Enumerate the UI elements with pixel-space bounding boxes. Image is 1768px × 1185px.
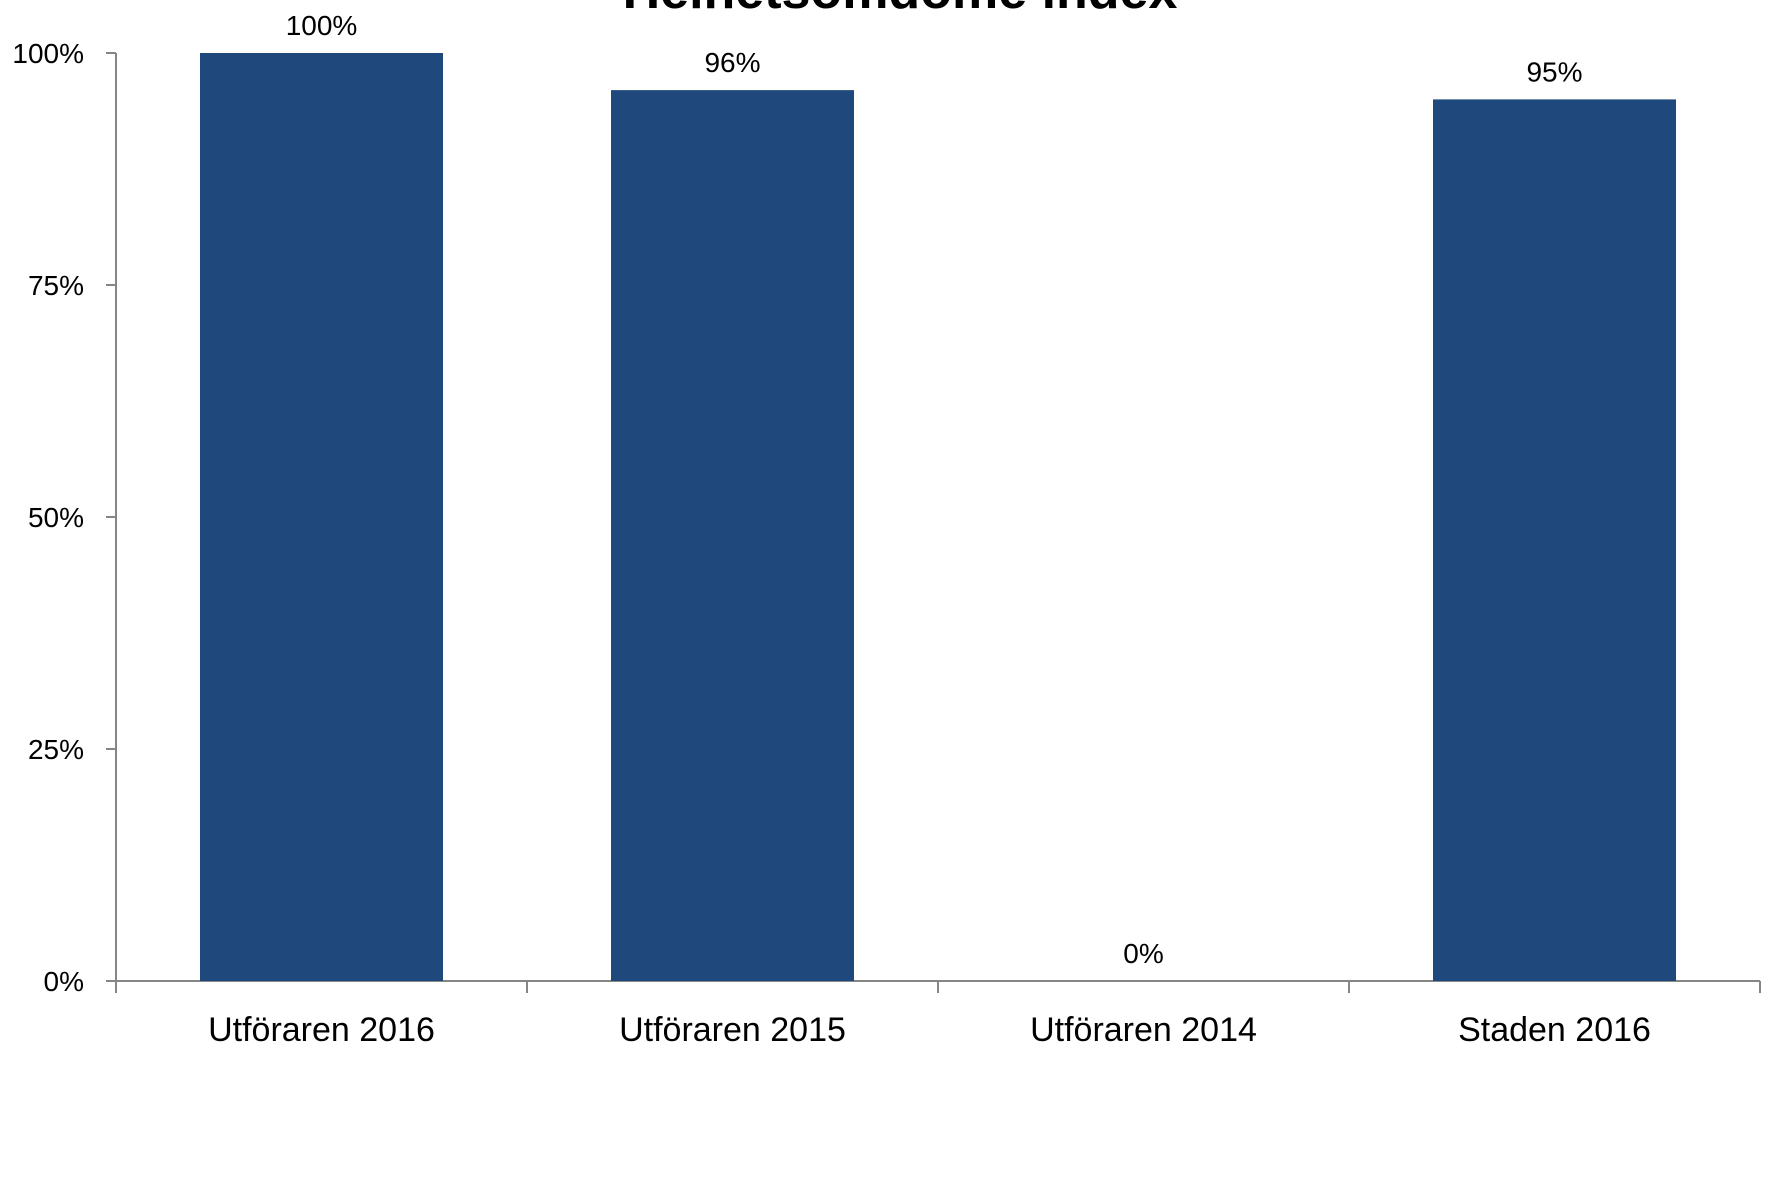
bar bbox=[200, 53, 443, 981]
y-tick-label: 75% bbox=[28, 270, 84, 301]
data-label: 100% bbox=[286, 10, 358, 41]
y-tick-label: 0% bbox=[44, 966, 84, 997]
bars bbox=[200, 53, 1676, 982]
bar bbox=[1433, 99, 1676, 981]
y-tick-label: 100% bbox=[12, 38, 84, 69]
data-labels: 100% 96% 0% 95% bbox=[286, 10, 1583, 969]
x-category-label: Utföraren 2014 bbox=[1030, 1011, 1257, 1049]
x-axis: Utföraren 2016 Utföraren 2015 Utföraren 20… bbox=[115, 980, 1761, 1049]
data-label: 95% bbox=[1526, 56, 1582, 87]
bar bbox=[611, 90, 854, 982]
y-tick-label: 50% bbox=[28, 502, 84, 533]
x-category-label: Staden 2016 bbox=[1458, 1011, 1651, 1049]
chart-title: Helhetsomdöme index bbox=[623, 0, 1178, 20]
x-category-label: Utföraren 2016 bbox=[208, 1011, 435, 1049]
x-category-label: Utföraren 2015 bbox=[619, 1011, 846, 1049]
y-tick-label: 25% bbox=[28, 734, 84, 765]
y-axis: 0% 25% 50% 75% 100% bbox=[12, 38, 117, 997]
data-label: 0% bbox=[1123, 938, 1163, 969]
data-label: 96% bbox=[704, 47, 760, 78]
